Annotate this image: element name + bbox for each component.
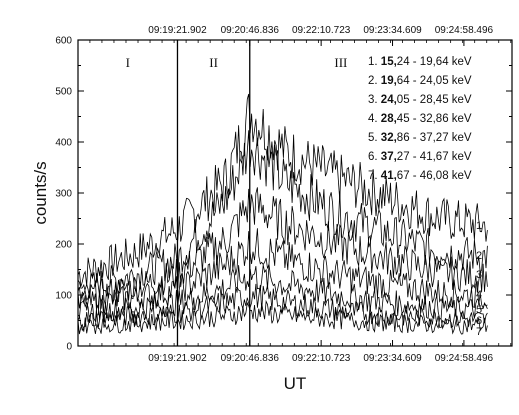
y-tick-label: 0 bbox=[66, 342, 72, 353]
region-label: I bbox=[126, 55, 130, 70]
legend-entry-range: 24 - 19,64 keV bbox=[397, 56, 472, 68]
legend-entry-range: 64 - 24,05 keV bbox=[397, 75, 472, 87]
x-tick-label-bottom: 09:22:10.723 bbox=[292, 353, 351, 364]
x-tick-label-bottom: 09:19:21.902 bbox=[148, 353, 207, 364]
legend-entry-range: 27 - 41,67 keV bbox=[397, 151, 472, 163]
series-labels: 1 2 3 4 567 bbox=[476, 220, 482, 338]
x-axis-title: UT bbox=[284, 374, 307, 393]
legend-entry: 1. 15,24 - 19,64 keV bbox=[368, 56, 472, 68]
legend-entry: 3. 24,05 - 28,45 keV bbox=[368, 94, 472, 106]
legend-entry: 7. 41,67 - 46,08 keV bbox=[368, 170, 472, 182]
legend: 1. 15,24 - 19,64 keV 2. 19,64 - 24,05 keV… bbox=[368, 56, 472, 182]
series-layer bbox=[77, 93, 488, 335]
legend-entry: 5. 32,86 - 37,27 keV bbox=[368, 132, 472, 144]
y-tick-label: 300 bbox=[55, 189, 72, 200]
x-tick-label-top: 09:23:34.609 bbox=[363, 25, 422, 36]
x-tick-label-bottom: 09:20:46.836 bbox=[221, 353, 280, 364]
legend-entry-range: 67 - 46,08 keV bbox=[397, 170, 472, 182]
series-line-6 bbox=[77, 283, 488, 332]
region-label: II bbox=[209, 55, 218, 70]
x-tick-label-bottom: 09:23:34.609 bbox=[363, 353, 422, 364]
x-tick-label-top: 09:20:46.836 bbox=[221, 25, 280, 36]
x-axis-bottom: 09:19:21.902 09:20:46.836 09:22:10.723 09:2… bbox=[89, 340, 512, 364]
x-tick-label-bottom: 09:24:58.496 bbox=[435, 353, 494, 364]
y-tick-label: 100 bbox=[55, 291, 72, 302]
legend-entry-number: 6. bbox=[368, 151, 381, 163]
legend-entry-range: 45 - 32,86 keV bbox=[397, 113, 472, 125]
y-axis-title: counts/s bbox=[31, 161, 50, 224]
series-end-label: 2 bbox=[476, 250, 482, 262]
series-line-3 bbox=[77, 187, 488, 310]
y-tick-label: 500 bbox=[55, 87, 72, 98]
legend-entry-number: 7. bbox=[368, 170, 381, 182]
legend-entry-bold: 15, bbox=[381, 56, 397, 68]
legend-entry-range: 05 - 28,45 keV bbox=[397, 94, 472, 106]
legend-entry: 2. 19,64 - 24,05 keV bbox=[368, 75, 472, 87]
legend-entry-number: 5. bbox=[368, 132, 381, 144]
series-line-2 bbox=[77, 130, 488, 302]
x-tick-label-top: 09:19:21.902 bbox=[148, 25, 207, 36]
legend-entry-number: 4. bbox=[368, 113, 381, 125]
series-line-7 bbox=[77, 299, 488, 335]
series-end-label: 1 bbox=[476, 220, 482, 232]
legend-entry-bold: 28, bbox=[381, 113, 397, 125]
y-tick-label: 200 bbox=[55, 240, 72, 251]
legend-entry: 4. 28,45 - 32,86 keV bbox=[368, 113, 472, 125]
series-end-label: 4 bbox=[476, 289, 482, 301]
legend-entry-bold: 41, bbox=[381, 170, 397, 182]
legend-entry-bold: 24, bbox=[381, 94, 397, 106]
legend-entry-number: 3. bbox=[368, 94, 381, 106]
legend-entry-bold: 32, bbox=[381, 132, 397, 144]
legend-entry-number: 1. bbox=[368, 56, 381, 68]
series-end-label: 5 bbox=[476, 304, 482, 316]
legend-entry-number: 2. bbox=[368, 75, 381, 87]
region-label: III bbox=[334, 55, 347, 70]
region-boundaries bbox=[176, 40, 251, 346]
series-end-label: 7 bbox=[476, 326, 482, 338]
legend-entry: 6. 37,27 - 41,67 keV bbox=[368, 151, 472, 163]
legend-entry-bold: 37, bbox=[381, 151, 397, 163]
x-tick-label-top: 09:24:58.496 bbox=[435, 25, 494, 36]
series-end-label: 3 bbox=[476, 269, 482, 281]
legend-entry-range: 86 - 37,27 keV bbox=[397, 132, 472, 144]
legend-entry-bold: 19, bbox=[381, 75, 397, 87]
y-axis: 0 100 200 300 400 500 600 bbox=[55, 36, 512, 353]
y-tick-label: 400 bbox=[55, 138, 72, 149]
y-tick-label: 600 bbox=[55, 36, 72, 47]
series-line-4 bbox=[77, 228, 488, 316]
x-tick-label-top: 09:22:10.723 bbox=[292, 25, 351, 36]
series-line-5 bbox=[77, 264, 488, 323]
series-line-1 bbox=[77, 93, 488, 287]
x-axis-top: 09:19:21.902 09:20:46.836 09:22:10.723 09:2… bbox=[89, 25, 512, 46]
region-labels: I II III bbox=[126, 55, 348, 70]
series-end-label: 6 bbox=[476, 315, 482, 327]
